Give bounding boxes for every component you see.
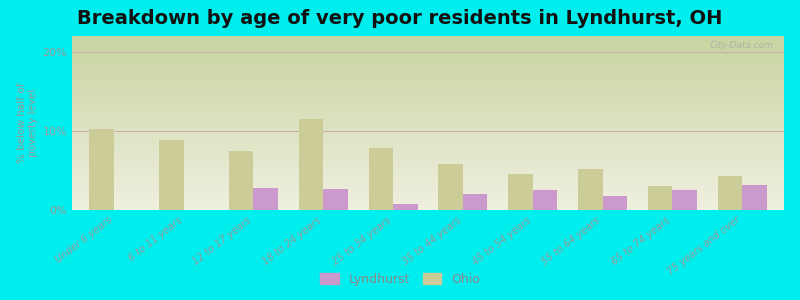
Bar [533,190,557,210]
Bar [229,151,254,210]
Bar [742,185,766,210]
Bar [672,190,697,210]
Bar [463,194,487,210]
Text: City-Data.com: City-Data.com [710,41,774,50]
Bar [254,188,278,210]
Bar [90,128,114,210]
Legend: Lyndhurst, Ohio: Lyndhurst, Ohio [315,268,485,291]
Bar [159,140,184,210]
Bar [508,174,533,210]
Text: Breakdown by age of very poor residents in Lyndhurst, OH: Breakdown by age of very poor residents … [78,9,722,28]
Y-axis label: % below half of
poverty level: % below half of poverty level [17,83,38,163]
Bar [369,148,393,210]
Bar [299,119,323,210]
Bar [323,189,348,210]
Bar [578,169,602,210]
Bar [602,196,627,210]
Bar [393,204,418,210]
Bar [438,164,463,210]
Bar [648,186,672,210]
Bar [718,176,742,210]
